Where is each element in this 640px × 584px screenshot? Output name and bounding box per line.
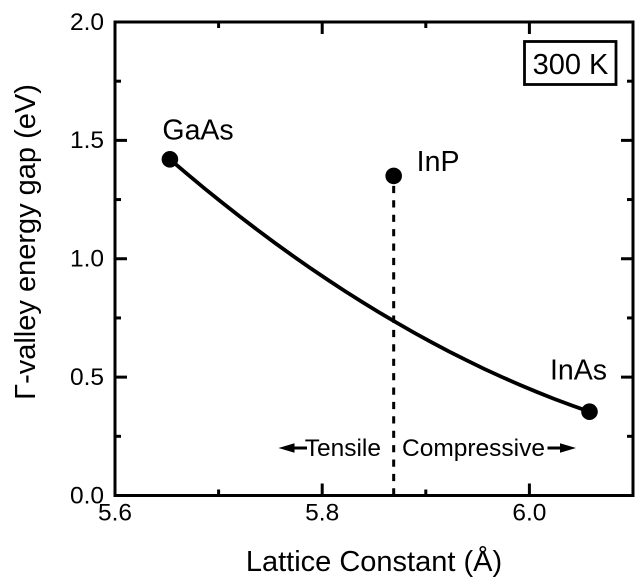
- marker-gaas: [161, 151, 179, 168]
- right-arrow-icon: [560, 443, 576, 453]
- data-point-labels: GaAs InP InAs: [162, 114, 607, 386]
- x-tick-label: 5.8: [305, 500, 339, 527]
- left-arrow-icon: [278, 443, 295, 453]
- y-tick-labels: 0.0 0.5 1.0 1.5 2.0: [70, 9, 104, 509]
- tensile-compressive-annotation: Tensile Compressive: [278, 435, 576, 462]
- label-gaas: GaAs: [162, 114, 233, 146]
- marker-inp: [385, 167, 402, 185]
- label-inas: InAs: [550, 355, 607, 387]
- plot-frame: [113, 20, 635, 497]
- marker-inas: [581, 403, 598, 420]
- temperature-annotation: 300 K: [523, 40, 618, 86]
- x-tick-labels: 5.6 5.8 6.0: [98, 500, 546, 527]
- temperature-label: 300 K: [533, 49, 609, 81]
- alloy-bowing-curve: [168, 157, 592, 414]
- axis-ticks: [115, 22, 633, 496]
- x-axis-title: Lattice Constant (Å): [246, 545, 502, 578]
- y-tick-label: 1.0: [70, 246, 104, 273]
- x-tick-label: 5.6: [98, 500, 132, 527]
- compressive-label: Compressive: [402, 435, 545, 462]
- x-tick-label: 6.0: [512, 500, 546, 527]
- y-tick-label: 0.5: [70, 364, 104, 391]
- label-inp: InP: [417, 146, 460, 178]
- y-tick-label: 0.0: [70, 482, 104, 509]
- y-tick-label: 2.0: [70, 9, 104, 36]
- y-axis-title: Γ-valley energy gap (eV): [10, 84, 42, 400]
- tensile-label: Tensile: [305, 435, 381, 462]
- data-point-markers: [161, 151, 598, 420]
- y-tick-label: 1.5: [70, 127, 104, 154]
- temperature-box: [523, 40, 618, 86]
- curve-ingaas: [168, 157, 592, 414]
